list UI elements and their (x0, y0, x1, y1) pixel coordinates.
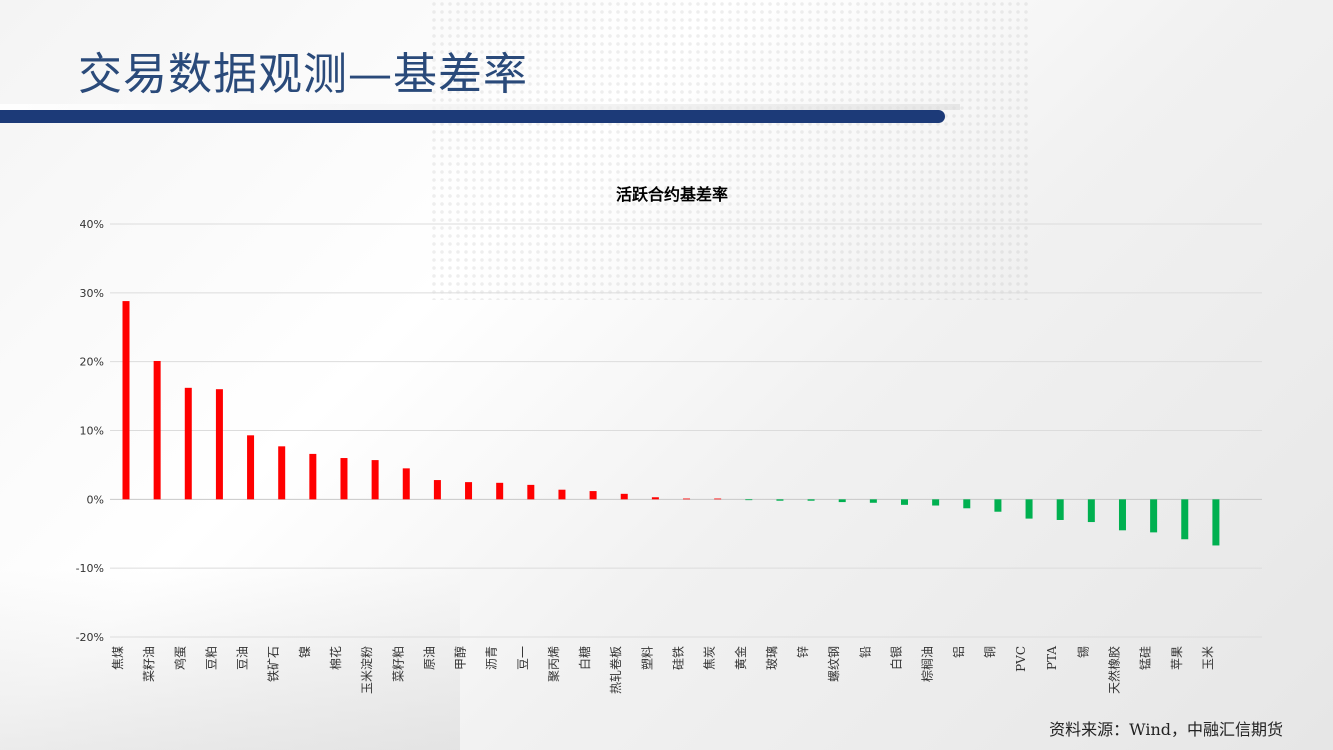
city-skyline-background (0, 570, 460, 750)
bar (683, 498, 691, 500)
y-tick-label: 10% (80, 425, 104, 438)
x-tick-label: 豆油 (236, 646, 250, 670)
x-tick-label: 玻璃 (765, 646, 779, 670)
bar (745, 499, 753, 501)
x-tick-label: 豆一 (516, 646, 530, 670)
bar (651, 497, 659, 500)
x-tick-label: 玉米 (1201, 646, 1215, 670)
x-tick-label: 铝 (951, 646, 966, 658)
bar (589, 491, 597, 500)
bar (558, 489, 566, 500)
world-map-background (430, 0, 1030, 300)
bar (184, 387, 192, 500)
bar (838, 499, 846, 503)
x-tick-label: 玉米淀粉 (360, 646, 374, 694)
x-tick-label: 铁矿石 (267, 646, 281, 682)
x-tick-label: PVC (1014, 646, 1028, 672)
bar (1087, 499, 1095, 523)
x-tick-label: 菜籽粕 (390, 646, 405, 682)
y-tick-label: 30% (80, 287, 104, 300)
x-tick-label: 白银 (889, 646, 904, 670)
bar (465, 482, 473, 500)
x-tick-label: 豆粕 (203, 646, 218, 670)
bar (278, 446, 286, 500)
chart-title: 活跃合约基差率 (616, 185, 728, 204)
x-tick-label: 聚丙烯 (547, 646, 561, 682)
bar (527, 484, 535, 500)
x-tick-label: 沥青 (485, 646, 499, 670)
y-tick-label: 20% (80, 356, 104, 369)
bars (122, 301, 1220, 546)
bar (994, 499, 1002, 512)
y-tick-label: 40% (80, 218, 104, 231)
bar (714, 498, 722, 500)
x-tick-label: 甲醇 (453, 646, 468, 670)
bar (371, 460, 379, 500)
title-bar (0, 110, 945, 123)
source-note: 资料来源：Wind，中融汇信期货 (1049, 720, 1283, 739)
bar (433, 480, 441, 500)
x-tick-label: 苹果 (1170, 646, 1184, 670)
bar (1181, 499, 1189, 540)
grid-lines (110, 223, 1262, 638)
x-tick-label: PTA (1045, 646, 1059, 670)
x-tick-label: 铜 (982, 646, 997, 658)
bar (309, 453, 317, 500)
x-tick-label: 镍 (298, 646, 312, 658)
bar (1150, 499, 1158, 533)
x-tick-label: 菜籽油 (142, 646, 156, 682)
bar (807, 499, 815, 501)
x-tick-label: 棉花 (328, 646, 343, 670)
x-tick-label: 铅 (858, 646, 872, 658)
y-tick-label: -20% (76, 631, 104, 644)
bar (932, 499, 940, 506)
bar (1056, 499, 1064, 520)
x-tick-label: 塑料 (639, 646, 654, 670)
bar (901, 499, 908, 505)
x-tick-label: 黄金 (733, 646, 748, 670)
bar (496, 482, 504, 500)
x-tick-label: 原油 (422, 646, 436, 670)
x-tick-label: 棕榈油 (920, 646, 935, 682)
x-tick-label: 锡 (1075, 646, 1090, 658)
title-bar-accent (0, 104, 960, 110)
bar (963, 499, 971, 509)
y-tick-label: -10% (76, 562, 104, 575)
bar (215, 389, 223, 500)
x-tick-label: 锰硅 (1138, 646, 1153, 670)
x-tick-label: 热轧卷板 (608, 646, 623, 694)
bar (1025, 499, 1033, 519)
x-tick-label: 鸡蛋 (172, 646, 187, 670)
x-tick-label: 焦炭 (703, 646, 717, 670)
y-axis: 40% 30% 20% 10% 0% -10% -20% (76, 218, 104, 644)
x-tick-label: 螺纹钢 (827, 646, 841, 682)
bar (776, 499, 784, 501)
x-tick-label: 锌 (796, 646, 810, 658)
page-title: 交易数据观测—基差率 (78, 49, 528, 100)
bar (402, 468, 410, 500)
x-tick-label: 硅铁 (672, 646, 686, 670)
bar (1118, 499, 1126, 531)
bar (1212, 499, 1220, 546)
x-tick-label: 天然橡胶 (1106, 646, 1121, 694)
bar (247, 435, 255, 500)
bar (340, 458, 348, 500)
x-tick-label: 白糖 (577, 646, 592, 670)
bar (122, 301, 130, 500)
bar (869, 499, 877, 503)
bar (153, 360, 161, 500)
bar (620, 493, 628, 500)
y-tick-label: 0% (87, 493, 104, 506)
x-axis: 焦煤 菜籽油 鸡蛋 豆粕 豆油 铁矿石 镍 棉花 玉米淀粉 菜籽粕 原油 甲醇 沥青 豆一 聚丙烯 白糖 热轧卷… (111, 646, 1215, 694)
x-tick-label: 焦煤 (111, 646, 125, 670)
